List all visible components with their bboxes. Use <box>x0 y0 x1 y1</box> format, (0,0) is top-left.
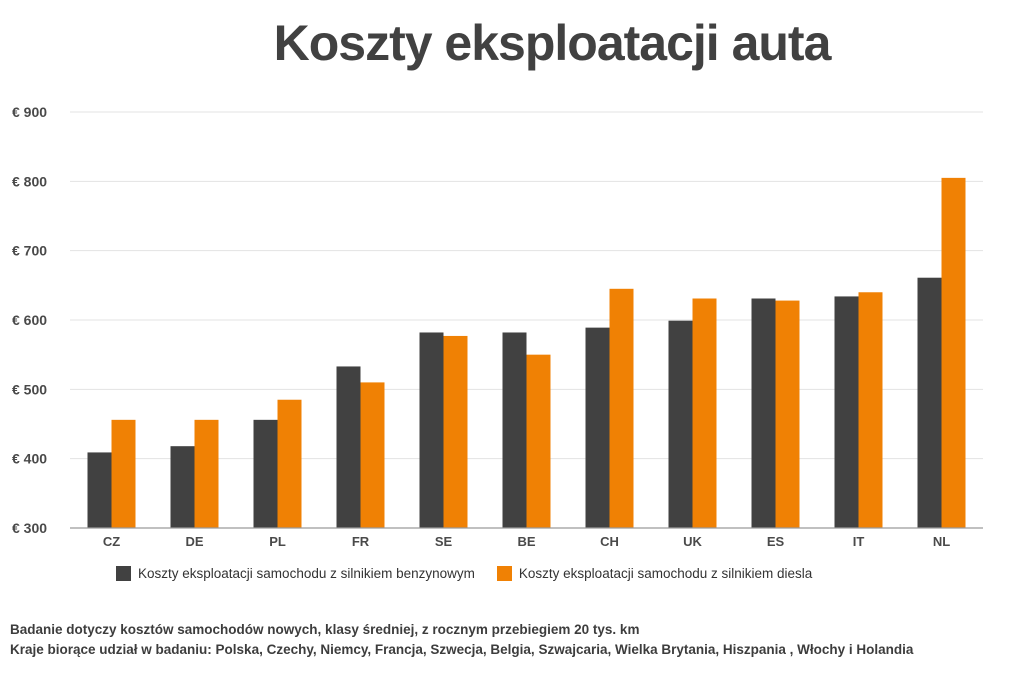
x-tick-label: NL <box>933 534 950 549</box>
x-tick-label: IT <box>853 534 865 549</box>
y-tick-label: € 900 <box>12 104 47 120</box>
bar-cz-petrol <box>87 452 112 528</box>
x-tick-label: BE <box>517 534 535 549</box>
bar-nl-diesel <box>941 177 966 528</box>
x-tick-label: FR <box>352 534 370 549</box>
bar-se-diesel <box>443 335 468 528</box>
bar-cz-diesel <box>111 419 136 528</box>
bar-pl-petrol <box>253 419 278 528</box>
legend-swatch-petrol <box>116 566 131 581</box>
bar-es-diesel <box>775 300 800 528</box>
legend-item-diesel: Koszty eksploatacji samochodu z silnikie… <box>496 566 813 581</box>
footnote-study: Badanie dotyczy kosztów samochodów nowyc… <box>10 622 640 637</box>
bar-es-petrol <box>751 298 776 528</box>
bar-it-diesel <box>858 292 883 528</box>
bar-de-petrol <box>170 446 195 528</box>
bars <box>87 177 966 528</box>
bar-chart: € 300 € 400 € 500 € 600 € 700 € 800 € 900 CZ DE… <box>12 104 983 549</box>
bar-uk-diesel <box>692 298 717 528</box>
y-tick-label: € 300 <box>12 520 47 536</box>
legend: Koszty eksploatacji samochodu z silnikie… <box>116 566 834 581</box>
bar-nl-petrol <box>917 277 942 528</box>
x-tick-label: CH <box>600 534 619 549</box>
x-tick-label: SE <box>435 534 453 549</box>
bar-fr-diesel <box>360 382 385 528</box>
bar-it-petrol <box>834 296 859 528</box>
y-axis-ticks: € 300 € 400 € 500 € 600 € 700 € 800 € 900 <box>12 104 47 536</box>
legend-swatch-diesel <box>496 566 512 581</box>
chart-title: Koszty eksploatacji auta <box>273 15 832 71</box>
x-tick-label: ES <box>767 534 785 549</box>
x-tick-label: CZ <box>103 534 120 549</box>
legend-item-petrol: Koszty eksploatacji samochodu z silnikie… <box>116 566 475 581</box>
legend-label-diesel: Koszty eksploatacji samochodu z silnikie… <box>518 566 813 581</box>
bar-be-petrol <box>502 332 527 528</box>
y-tick-label: € 400 <box>12 451 47 467</box>
bar-fr-petrol <box>336 366 361 528</box>
x-tick-label: PL <box>269 534 286 549</box>
bar-ch-diesel <box>609 288 634 528</box>
x-tick-label: UK <box>683 534 702 549</box>
bar-se-petrol <box>419 332 444 528</box>
y-tick-label: € 700 <box>12 243 47 259</box>
y-tick-label: € 500 <box>12 381 47 397</box>
bar-be-diesel <box>526 354 551 528</box>
bar-de-diesel <box>194 419 219 528</box>
legend-label-petrol: Koszty eksploatacji samochodu z silnikie… <box>138 566 475 581</box>
x-axis: CZ DE PL FR SE BE CH UK ES IT NL <box>70 527 983 549</box>
y-tick-label: € 800 <box>12 173 47 189</box>
bar-ch-petrol <box>585 327 610 528</box>
bar-uk-petrol <box>668 320 693 528</box>
bar-pl-diesel <box>277 399 302 528</box>
x-tick-label: DE <box>185 534 203 549</box>
y-tick-label: € 600 <box>12 312 47 328</box>
footnote-countries: Kraje biorące udział w badaniu: Polska, … <box>10 642 914 657</box>
